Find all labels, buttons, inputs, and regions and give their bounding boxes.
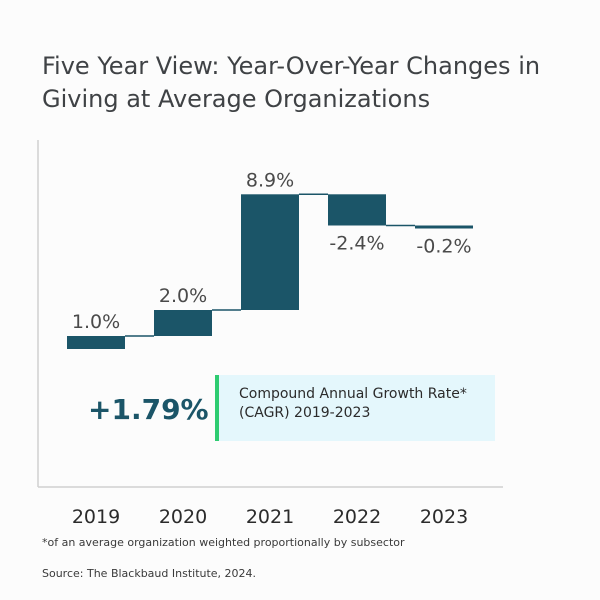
bar-2023 (415, 225, 473, 229)
source-note: Source: The Blackbaud Institute, 2024. (42, 567, 257, 580)
bar-2022 (328, 194, 386, 226)
data-label: -0.2% (416, 236, 471, 258)
data-label: 1.0% (72, 311, 120, 333)
data-label: 8.9% (246, 169, 294, 191)
cagr-label-line2: (CAGR) 2019-2023 (239, 405, 371, 421)
data-label: 2.0% (159, 285, 207, 307)
x-tick-label: 2019 (72, 506, 120, 528)
cagr-value: +1.79% (88, 393, 209, 426)
bar-2019 (67, 336, 125, 349)
cagr-label-line1: Compound Annual Growth Rate* (239, 386, 467, 402)
x-tick-label: 2022 (333, 506, 381, 528)
data-label: -2.4% (329, 233, 384, 255)
x-tick-label: 2020 (159, 506, 207, 528)
x-tick-label: 2023 (420, 506, 468, 528)
chart-title: Five Year View: Year-Over-Year Changes i… (42, 52, 541, 113)
footnote: *of an average organization weighted pro… (42, 536, 405, 549)
x-tick-label: 2021 (246, 506, 294, 528)
bar-2020 (154, 310, 212, 336)
cagr-label-box: Compound Annual Growth Rate* (CAGR) 2019… (215, 375, 495, 441)
bar-2021 (241, 194, 299, 310)
